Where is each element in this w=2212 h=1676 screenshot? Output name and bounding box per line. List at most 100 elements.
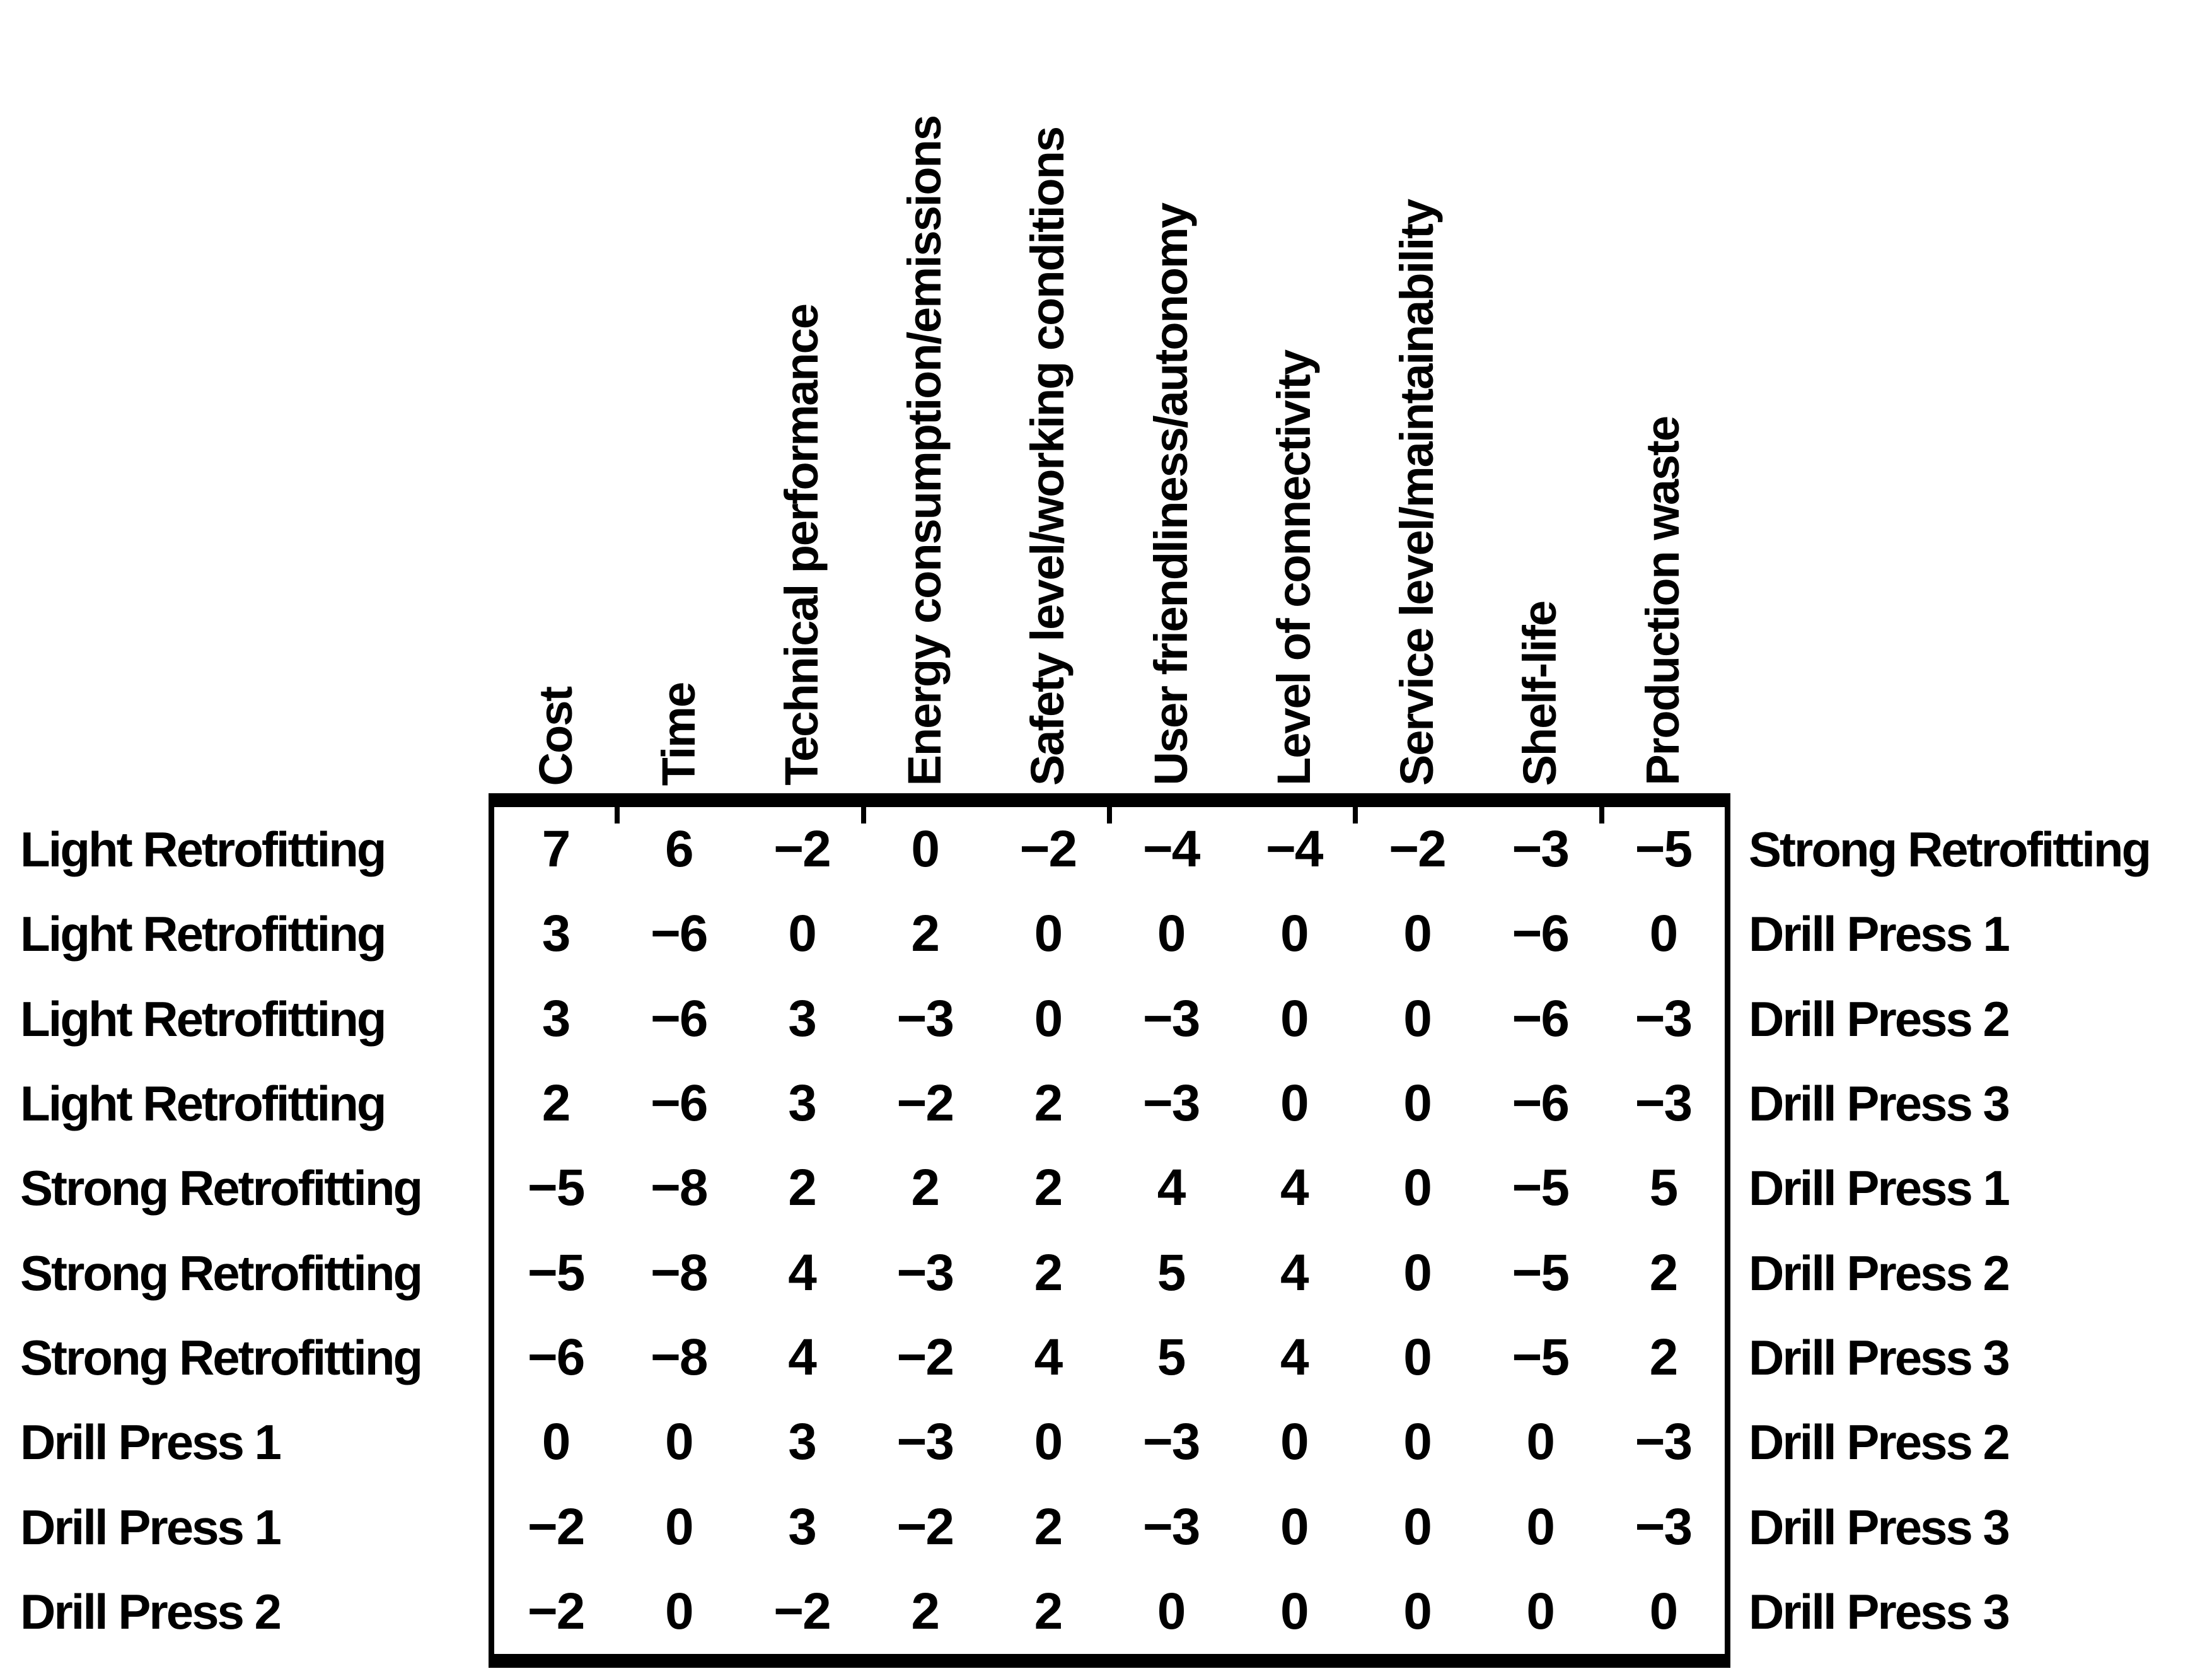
matrix-cell: 0: [1526, 1582, 1555, 1640]
row-label-left: Light Retrofitting: [20, 1076, 387, 1132]
matrix-cell: −5: [527, 1159, 586, 1217]
matrix-cell: 5: [1157, 1243, 1186, 1301]
matrix-cell: −3: [896, 989, 954, 1047]
matrix-cell: 0: [1280, 1498, 1309, 1556]
column-headers: Cost Time Technical performance Energy cons…: [494, 0, 1725, 786]
matrix-cell: 0: [1034, 905, 1063, 963]
column-header: Cost: [529, 687, 582, 786]
matrix-cell: 4: [788, 1243, 817, 1301]
matrix-cell: −3: [1635, 989, 1693, 1047]
matrix-cell: −5: [1512, 1159, 1570, 1217]
matrix-cell: 0: [1403, 1074, 1432, 1132]
column-header: User friendliness/autonomy: [1144, 204, 1197, 786]
matrix-cell: 0: [1649, 905, 1679, 963]
matrix-cell: 2: [1034, 1074, 1063, 1132]
matrix-cell: 0: [1403, 1413, 1432, 1471]
matrix-cell: 0: [1403, 1243, 1432, 1301]
matrix-cell: −2: [1019, 820, 1078, 878]
matrix-cell: 0: [1403, 1159, 1432, 1217]
matrix-cell: −2: [896, 1328, 954, 1386]
matrix-cell: 0: [1403, 1328, 1432, 1386]
column-boundary-tick: [860, 807, 866, 823]
matrix-cell: −3: [1512, 820, 1570, 878]
column-header: Shelf-life: [1514, 601, 1566, 786]
row-label-left: Strong Retrofitting: [20, 1245, 423, 1301]
matrix-cell: 2: [1034, 1498, 1063, 1556]
row-label-left: Drill Press 1: [20, 1414, 282, 1470]
matrix-cell: −6: [1512, 1074, 1570, 1132]
column-header: Service level/maintainability: [1390, 199, 1443, 786]
matrix-cell: 0: [1649, 1582, 1679, 1640]
matrix-cell: −2: [773, 820, 831, 878]
matrix-cell: 0: [1280, 1582, 1309, 1640]
matrix-cell: 4: [1280, 1328, 1309, 1386]
column-boundary-tick: [1599, 807, 1604, 823]
matrix-cell: 2: [1034, 1582, 1063, 1640]
matrix-cell: 0: [1157, 905, 1186, 963]
column-header: Energy consumption/emissions: [898, 115, 951, 786]
matrix-cell: −5: [1635, 820, 1693, 878]
matrix-cell: 0: [664, 1582, 694, 1640]
matrix-cell: 0: [1280, 989, 1309, 1047]
row-label-right: Drill Press 2: [1749, 1414, 2010, 1470]
row-label-right: Drill Press 2: [1749, 1245, 2010, 1301]
row-label-right: Drill Press 3: [1749, 1583, 2010, 1639]
matrix-cell: −3: [1635, 1074, 1693, 1132]
row-label-left: Drill Press 1: [20, 1499, 282, 1555]
matrix-cell: 0: [1034, 1413, 1063, 1471]
matrix-cell: 0: [1403, 1498, 1432, 1556]
row-label-left: Drill Press 2: [20, 1583, 282, 1639]
matrix-cell: −6: [651, 989, 709, 1047]
matrix-cell: −5: [1512, 1328, 1570, 1386]
matrix-cell: 0: [1526, 1498, 1555, 1556]
matrix-cell: 2: [788, 1159, 817, 1217]
matrix-cell: −3: [1142, 989, 1201, 1047]
matrix-cell: 0: [1403, 905, 1432, 963]
matrix-grid: 7 6 −2 0 −2 −4 −4 −2 −3 −5 3 −6 0 2 0 0 0 0 −6 0 3 −6 3 −3 0 −3 0 0…: [494, 807, 1725, 1654]
matrix-cell: −3: [1635, 1413, 1693, 1471]
matrix-cell: 0: [1034, 989, 1063, 1047]
matrix-cell: 3: [788, 1074, 817, 1132]
matrix-cell: 4: [1280, 1159, 1309, 1217]
matrix-cell: −6: [527, 1328, 586, 1386]
matrix-cell: −8: [651, 1328, 709, 1386]
column-boundary-tick: [1353, 807, 1358, 823]
row-labels-left: Light Retrofitting Light Retrofitting Ligh…: [20, 807, 487, 1654]
matrix-cell: −3: [896, 1413, 954, 1471]
matrix-cell: −3: [1142, 1074, 1201, 1132]
row-label-right: Drill Press 1: [1749, 906, 2010, 962]
matrix-cell: −4: [1142, 820, 1201, 878]
matrix-cell: −3: [1142, 1413, 1201, 1471]
column-header: Safety level/working conditions: [1021, 127, 1074, 786]
matrix-cell: 0: [664, 1413, 694, 1471]
matrix-cell: 0: [1526, 1413, 1555, 1471]
row-label-right: Drill Press 2: [1749, 991, 2010, 1047]
matrix-cell: 2: [1649, 1243, 1679, 1301]
matrix-cell: 5: [1649, 1159, 1679, 1217]
matrix-cell: 0: [1403, 989, 1432, 1047]
matrix-cell: 2: [1034, 1243, 1063, 1301]
matrix-cell: 2: [911, 905, 940, 963]
matrix-cell: 0: [1280, 1413, 1309, 1471]
row-label-left: Light Retrofitting: [20, 906, 387, 962]
matrix-cell: 5: [1157, 1328, 1186, 1386]
matrix-cell: −3: [896, 1243, 954, 1301]
matrix-cell: 0: [911, 820, 940, 878]
matrix-cell: 3: [541, 989, 571, 1047]
row-labels-right: Strong Retrofitting Drill Press 1 Drill Pr…: [1749, 807, 2212, 1654]
matrix-cell: −6: [1512, 905, 1570, 963]
matrix-cell: 7: [541, 820, 571, 878]
matrix-cell: −3: [1142, 1498, 1201, 1556]
matrix-cell: −2: [896, 1074, 954, 1132]
matrix-cell: 0: [541, 1413, 571, 1471]
matrix-cell: −6: [1512, 989, 1570, 1047]
matrix-cell: 4: [1280, 1243, 1309, 1301]
row-label-left: Strong Retrofitting: [20, 1160, 423, 1216]
matrix-cell: 3: [788, 1498, 817, 1556]
matrix-cell: 2: [911, 1582, 940, 1640]
matrix-cell: 6: [664, 820, 694, 878]
matrix-cell: 0: [1403, 1582, 1432, 1640]
column-boundary-tick: [615, 807, 620, 823]
column-header: Production waste: [1636, 417, 1689, 786]
